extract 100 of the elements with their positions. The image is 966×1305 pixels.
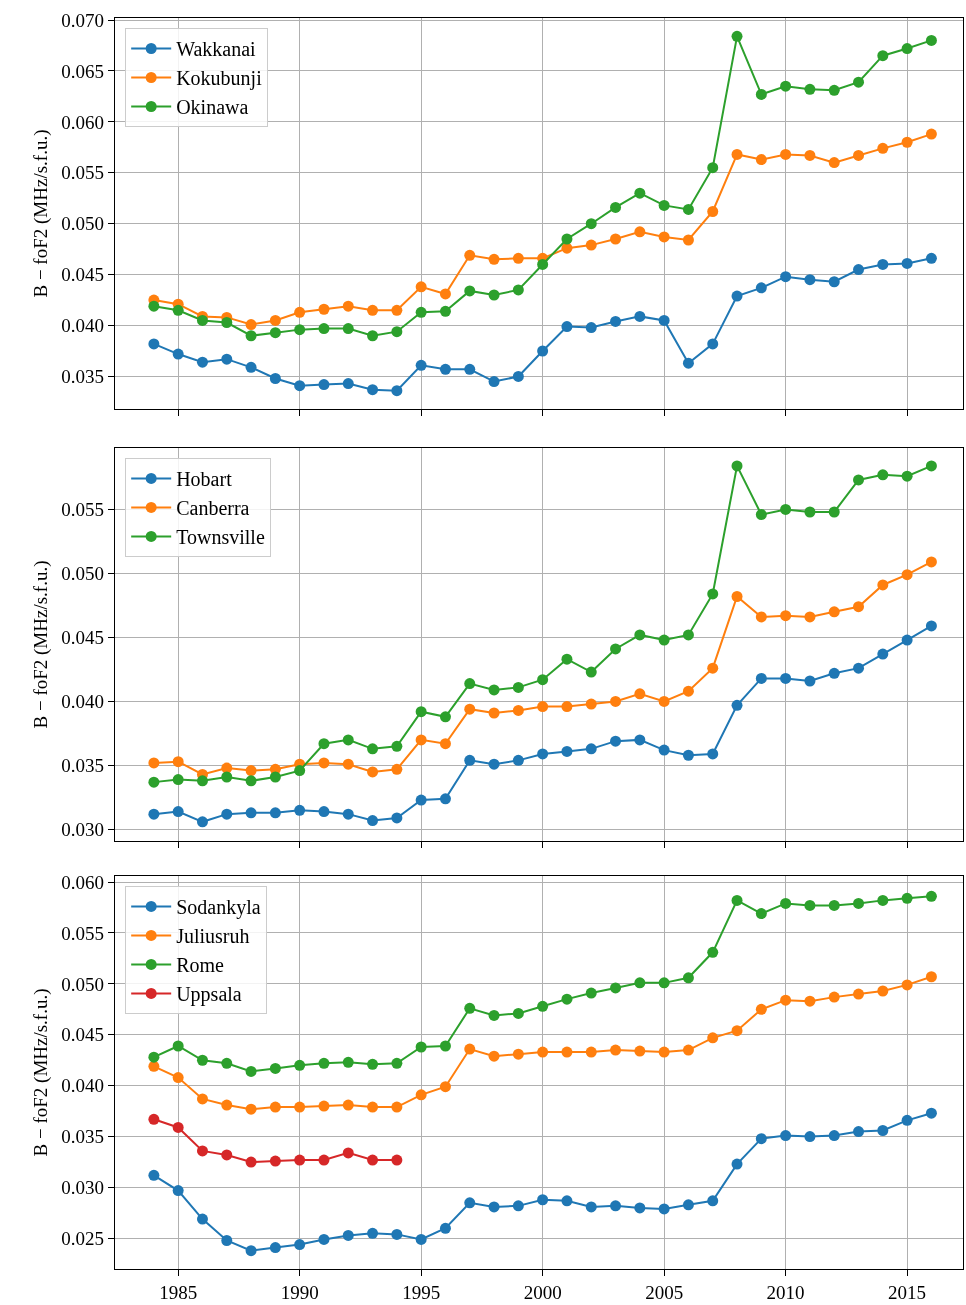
point bbox=[221, 808, 233, 820]
point bbox=[804, 149, 816, 161]
point bbox=[925, 1107, 937, 1119]
point bbox=[391, 812, 403, 824]
y-tick-label: 0.050 bbox=[61, 973, 105, 995]
x-tick-label: 2005 bbox=[645, 1281, 684, 1303]
point bbox=[877, 894, 889, 906]
point bbox=[877, 985, 889, 997]
point bbox=[537, 748, 549, 760]
point bbox=[925, 971, 937, 983]
x-tick-label: 2010 bbox=[766, 1281, 805, 1303]
point bbox=[439, 738, 451, 750]
x-tick-label: 1995 bbox=[402, 1281, 441, 1303]
y-tick-label: 0.055 bbox=[61, 162, 105, 184]
point bbox=[342, 808, 354, 820]
point bbox=[439, 305, 451, 317]
point bbox=[245, 1245, 257, 1257]
point bbox=[853, 149, 865, 161]
point bbox=[172, 1185, 184, 1197]
point bbox=[537, 1194, 549, 1206]
y-tick-label: 0.035 bbox=[61, 366, 105, 388]
point bbox=[342, 734, 354, 746]
point bbox=[367, 743, 379, 755]
point bbox=[634, 629, 646, 641]
point bbox=[367, 815, 379, 827]
x-tick-label: 2000 bbox=[523, 1281, 562, 1303]
point bbox=[148, 1060, 160, 1072]
point bbox=[464, 678, 476, 690]
point bbox=[731, 894, 743, 906]
point bbox=[294, 1059, 306, 1071]
point bbox=[828, 667, 840, 679]
point bbox=[512, 284, 524, 296]
point bbox=[537, 1046, 549, 1058]
point bbox=[853, 264, 865, 276]
point bbox=[707, 1195, 719, 1207]
point bbox=[682, 357, 694, 369]
point bbox=[391, 740, 403, 752]
legend-label: Rome bbox=[176, 954, 225, 977]
point bbox=[780, 80, 792, 92]
y-tick-label: 0.060 bbox=[61, 111, 105, 133]
point bbox=[634, 734, 646, 746]
point bbox=[172, 756, 184, 768]
y-tick-label: 0.025 bbox=[61, 1228, 105, 1250]
point bbox=[294, 1101, 306, 1113]
point bbox=[585, 987, 597, 999]
point bbox=[804, 83, 816, 95]
point bbox=[318, 738, 330, 750]
point bbox=[658, 199, 670, 211]
point bbox=[658, 1046, 670, 1058]
point bbox=[658, 695, 670, 707]
point bbox=[682, 1199, 694, 1211]
point bbox=[318, 379, 330, 391]
legend-label: Okinawa bbox=[176, 96, 249, 119]
point bbox=[780, 503, 792, 515]
point bbox=[172, 1072, 184, 1084]
point bbox=[245, 1103, 257, 1115]
point bbox=[342, 323, 354, 335]
point bbox=[172, 1121, 184, 1133]
point bbox=[464, 1197, 476, 1209]
point bbox=[391, 1101, 403, 1113]
point bbox=[172, 1040, 184, 1052]
point bbox=[925, 252, 937, 264]
point bbox=[318, 1154, 330, 1166]
point bbox=[367, 304, 379, 316]
legend-label: Uppsala bbox=[176, 983, 242, 1007]
point bbox=[512, 1200, 524, 1212]
point bbox=[342, 758, 354, 770]
point bbox=[804, 995, 816, 1007]
point bbox=[488, 1201, 500, 1213]
point bbox=[707, 162, 719, 174]
point bbox=[610, 1044, 622, 1056]
legend-label: Canberra bbox=[176, 497, 250, 520]
point bbox=[464, 1043, 476, 1055]
point bbox=[780, 672, 792, 684]
point bbox=[731, 590, 743, 602]
y-tick-label: 0.040 bbox=[61, 1075, 105, 1097]
point bbox=[901, 257, 913, 269]
y-tick-label: 0.035 bbox=[61, 1126, 105, 1148]
point bbox=[415, 281, 427, 293]
point bbox=[925, 890, 937, 902]
point bbox=[561, 233, 573, 245]
point bbox=[610, 233, 622, 245]
point bbox=[780, 1130, 792, 1142]
point bbox=[853, 988, 865, 1000]
point bbox=[342, 300, 354, 312]
point bbox=[196, 356, 208, 368]
point bbox=[634, 688, 646, 700]
point bbox=[537, 1000, 549, 1012]
point bbox=[148, 757, 160, 769]
point bbox=[439, 1040, 451, 1052]
point bbox=[294, 306, 306, 318]
point bbox=[294, 1154, 306, 1166]
point bbox=[804, 899, 816, 911]
point bbox=[585, 1201, 597, 1213]
point bbox=[561, 1046, 573, 1058]
point bbox=[196, 314, 208, 326]
point bbox=[221, 1099, 233, 1111]
x-tick-label: 2015 bbox=[888, 1281, 927, 1303]
point bbox=[269, 373, 281, 385]
point bbox=[318, 1100, 330, 1112]
